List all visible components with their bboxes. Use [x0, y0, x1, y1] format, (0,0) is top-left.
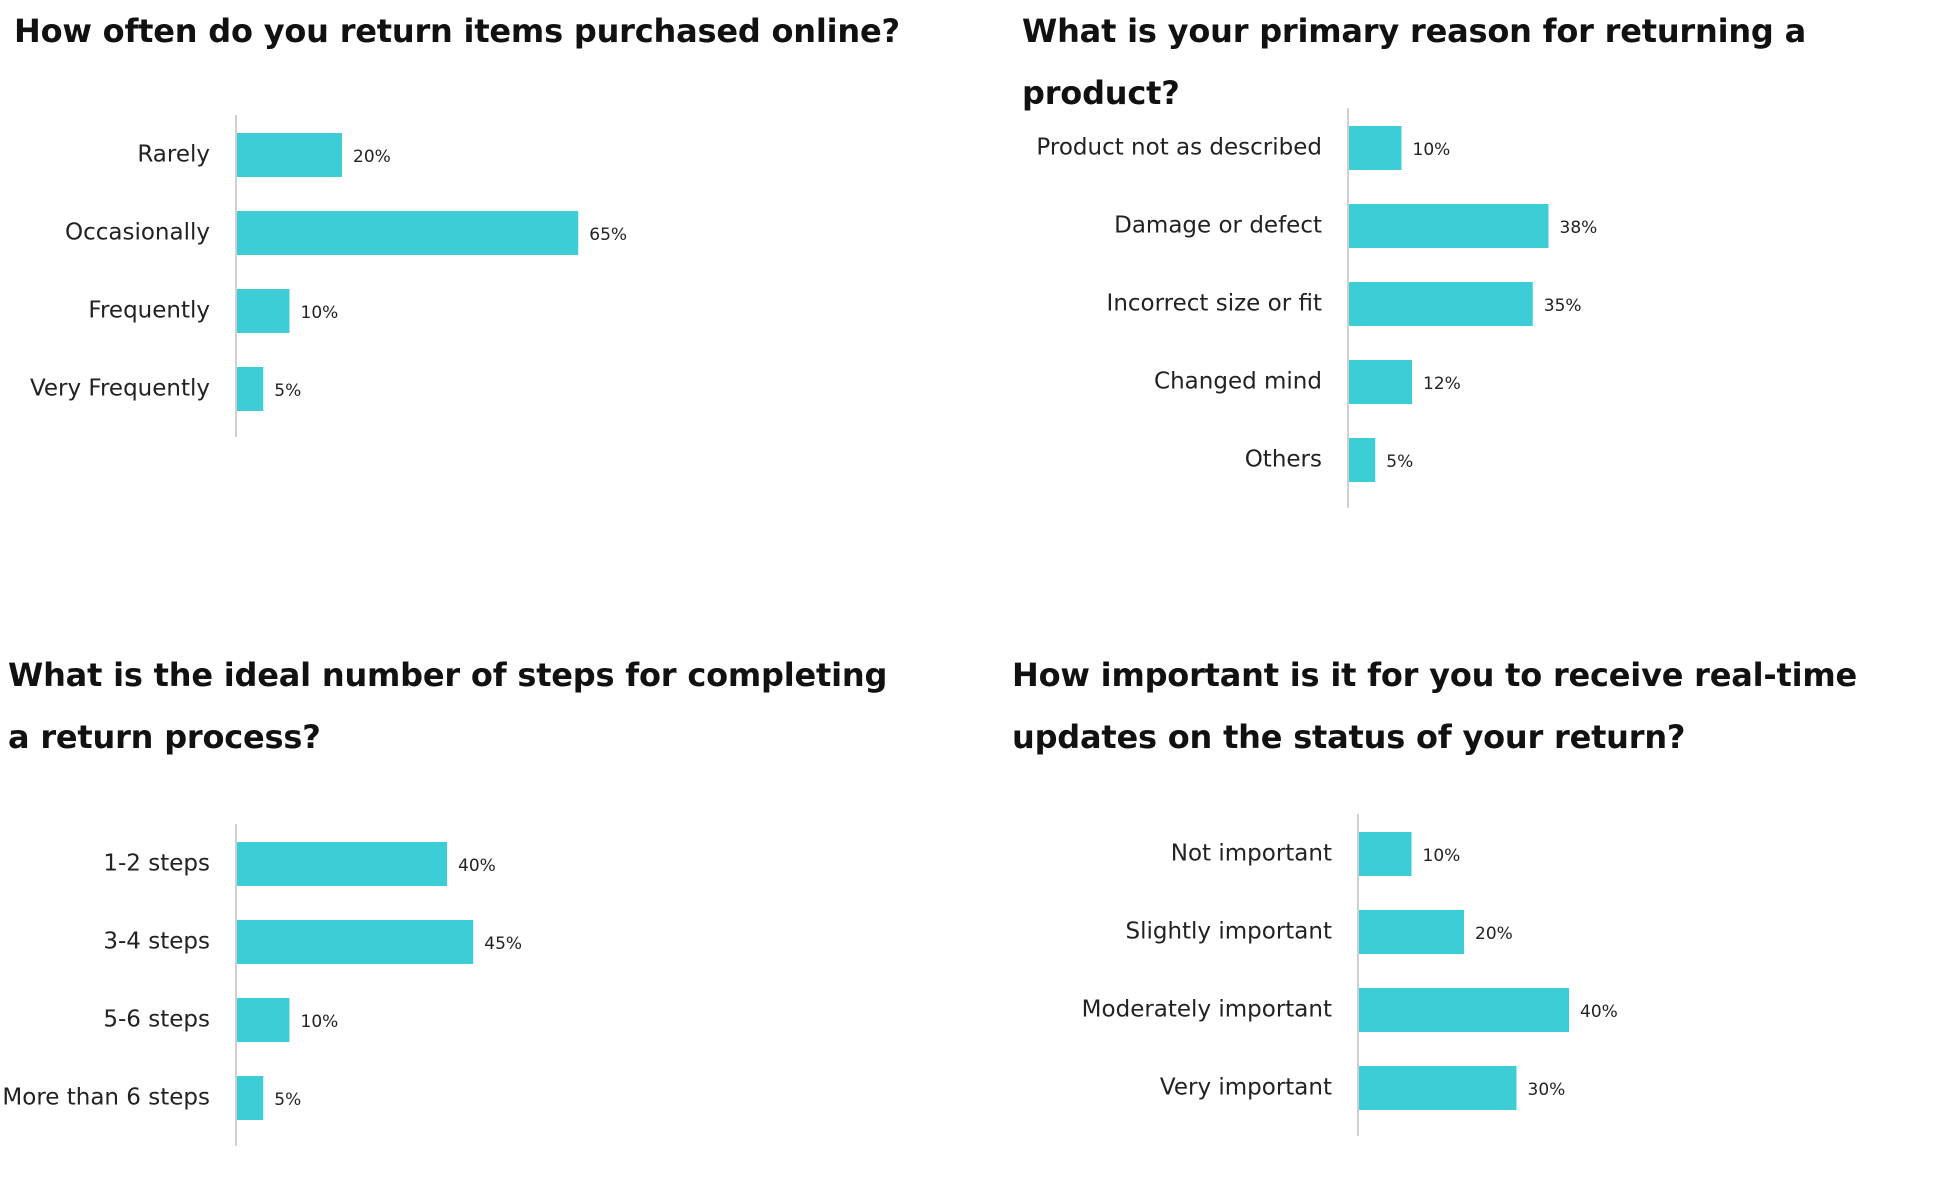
chart-title: What is the ideal number of steps for co… [8, 656, 888, 756]
bar [237, 998, 290, 1042]
bar [237, 211, 579, 255]
category-label: Very important [1160, 1075, 1332, 1101]
data-label: 5% [274, 1090, 301, 1110]
bar [1359, 832, 1412, 876]
bar-chart-return-frequency: Rarely 20% Occasionally 65% Frequently 10% Ver… [30, 115, 627, 437]
category-label: Frequently [88, 298, 210, 324]
category-label: Others [1245, 447, 1322, 473]
chart-title: How important is it for you to receive r… [1012, 656, 1858, 756]
chart-title: What is your primary reason for returnin… [1022, 12, 1806, 112]
bar [1349, 282, 1533, 326]
bar [237, 367, 264, 411]
bar-chart-return-steps: 1-2 steps 40% 3-4 steps 45% 5-6 steps 10% More… [2, 824, 522, 1146]
category-label: Moderately important [1082, 997, 1332, 1023]
category-label: Very Frequently [30, 376, 210, 402]
data-label: 35% [1544, 296, 1582, 316]
data-label: 5% [274, 381, 301, 401]
category-label: 5-6 steps [103, 1007, 210, 1033]
bar-chart-update-importance: Not important 10% Slightly important 20% Mod… [1082, 814, 1618, 1136]
data-label: 10% [301, 303, 339, 323]
category-label: Product not as described [1036, 135, 1322, 161]
data-label: 40% [458, 856, 496, 876]
category-label: More than 6 steps [2, 1085, 210, 1111]
bar [237, 133, 342, 177]
bar [1349, 438, 1376, 482]
category-label: 3-4 steps [103, 929, 210, 955]
bar [1349, 204, 1549, 248]
bar [1359, 988, 1569, 1032]
category-label: Occasionally [65, 220, 210, 246]
category-label: Damage or defect [1114, 213, 1322, 239]
data-label: 45% [484, 934, 522, 954]
data-label: 65% [589, 225, 627, 245]
bar [1359, 910, 1464, 954]
data-label: 20% [353, 147, 391, 167]
data-label: 10% [301, 1012, 339, 1032]
data-label: 30% [1528, 1080, 1566, 1100]
data-label: 10% [1413, 140, 1451, 160]
bar [1349, 126, 1402, 170]
data-label: 20% [1475, 924, 1513, 944]
category-label: Rarely [137, 142, 210, 168]
bar [1359, 1066, 1517, 1110]
category-label: 1-2 steps [103, 851, 210, 877]
bar [237, 289, 290, 333]
bar [1349, 360, 1412, 404]
bar [237, 842, 447, 886]
chart-title: How often do you return items purchased … [14, 12, 900, 50]
data-label: 40% [1580, 1002, 1618, 1022]
bar [237, 1076, 264, 1120]
data-label: 5% [1386, 452, 1413, 472]
category-label: Changed mind [1154, 369, 1322, 395]
data-label: 12% [1423, 374, 1461, 394]
category-label: Incorrect size or fit [1107, 291, 1322, 317]
data-label: 10% [1423, 846, 1461, 866]
category-label: Slightly important [1125, 919, 1332, 945]
category-label: Not important [1171, 841, 1332, 867]
bar [237, 920, 474, 964]
bar-chart-return-reason: Product not as described 10% Damage or def… [1036, 108, 1598, 508]
data-label: 38% [1560, 218, 1598, 238]
